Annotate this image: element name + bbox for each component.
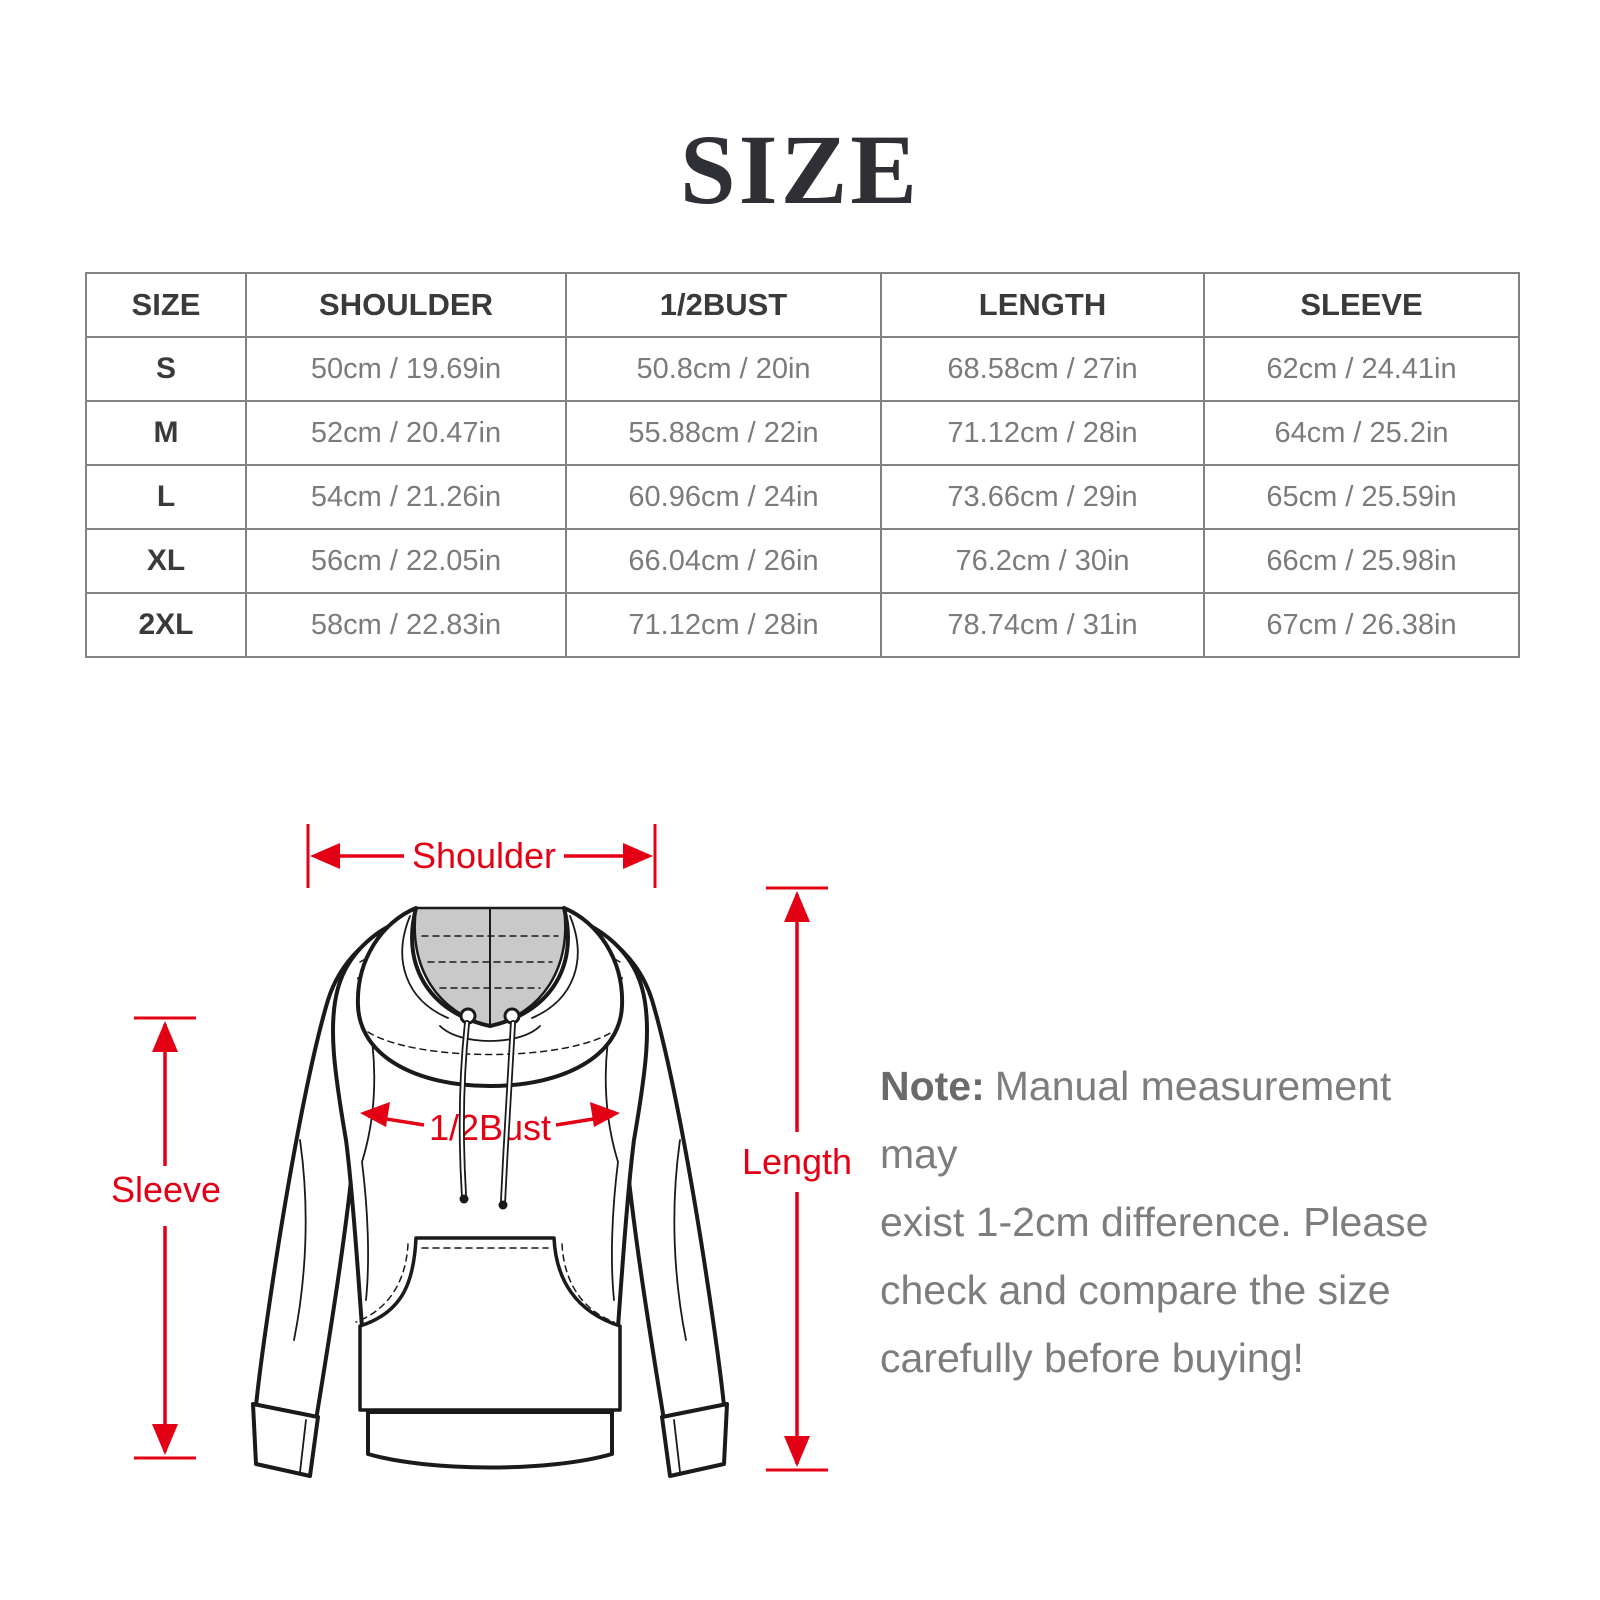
row-label: XL bbox=[85, 528, 247, 594]
row-label: S bbox=[85, 336, 247, 402]
table-cell: 71.12cm / 28in bbox=[880, 400, 1205, 466]
pocket-stitch-left bbox=[355, 1243, 409, 1323]
table-cell: 73.66cm / 29in bbox=[880, 464, 1205, 530]
table-cell: 76.2cm / 30in bbox=[880, 528, 1205, 594]
note-line-text: carefully before buying! bbox=[880, 1335, 1304, 1381]
left-cuff bbox=[251, 1402, 320, 1478]
note-line-text: exist 1-2cm difference. Please bbox=[880, 1199, 1429, 1245]
shoulder-arrow-label: Shoulder bbox=[412, 835, 556, 876]
col-header-sleeve: SLEEVE bbox=[1203, 272, 1520, 338]
table-row: M 52cm / 20.47in 55.88cm / 22in 71.12cm … bbox=[85, 400, 1520, 466]
bust-arrow: 1/2Bust bbox=[360, 1102, 620, 1148]
table-row: L 54cm / 21.26in 60.96cm / 24in 73.66cm … bbox=[85, 464, 1520, 530]
drawstrings bbox=[458, 1020, 516, 1210]
collar-fold-right bbox=[531, 915, 579, 1019]
table-cell: 62cm / 24.41in bbox=[1203, 336, 1520, 402]
collar-fold-left bbox=[401, 915, 449, 1019]
table-row: XL 56cm / 22.05in 66.04cm / 26in 76.2cm … bbox=[85, 528, 1520, 594]
table-cell: 66.04cm / 26in bbox=[565, 528, 882, 594]
table-header-row: SIZE SHOULDER 1/2BUST LENGTH SLEEVE bbox=[85, 272, 1520, 338]
row-label: L bbox=[85, 464, 247, 530]
length-arrowhead-top bbox=[784, 891, 810, 922]
table-cell: 50.8cm / 20in bbox=[565, 336, 882, 402]
note-line-text: check and compare the size bbox=[880, 1267, 1391, 1313]
note-line: Note: Manual measurement may bbox=[880, 1052, 1480, 1188]
left-drawstring-tip bbox=[459, 1194, 469, 1204]
table-cell: 64cm / 25.2in bbox=[1203, 400, 1520, 466]
sleeve-arrowhead-bottom bbox=[152, 1424, 178, 1455]
bust-arrowhead-right bbox=[590, 1102, 620, 1127]
cowl-collar bbox=[355, 906, 625, 1088]
col-header-shoulder: SHOULDER bbox=[245, 272, 567, 338]
pocket bbox=[358, 1236, 622, 1412]
shoulder-arrow: Shoulder bbox=[306, 824, 657, 888]
table-cell: 55.88cm / 22in bbox=[565, 400, 882, 466]
table-cell: 66cm / 25.98in bbox=[1203, 528, 1520, 594]
pocket-stitch-right bbox=[561, 1243, 615, 1323]
table-cell: 50cm / 19.69in bbox=[245, 336, 567, 402]
table-row: 2XL 58cm / 22.83in 71.12cm / 28in 78.74c… bbox=[85, 592, 1520, 658]
bust-arrow-label: 1/2Bust bbox=[429, 1107, 551, 1148]
collar-fold-bottom bbox=[439, 1025, 541, 1042]
row-label: 2XL bbox=[85, 592, 247, 658]
left-drawstring-inner bbox=[460, 1021, 469, 1198]
shoulder-arrowhead-right bbox=[623, 843, 653, 869]
page-title: SIZE bbox=[680, 114, 920, 225]
note-line-text: Manual measurement may bbox=[880, 1063, 1392, 1177]
row-label: M bbox=[85, 400, 247, 466]
shoulder-arrowhead-left bbox=[310, 843, 340, 869]
right-cuff bbox=[660, 1402, 729, 1478]
table-cell: 67cm / 26.38in bbox=[1203, 592, 1520, 658]
table-cell: 68.58cm / 27in bbox=[880, 336, 1205, 402]
table-row: S 50cm / 19.69in 50.8cm / 20in 68.58cm /… bbox=[85, 336, 1520, 402]
length-arrow: Length bbox=[742, 886, 852, 1472]
bust-arrowhead-left bbox=[360, 1102, 390, 1127]
hoodie-measurement-diagram: 1/2Bust Shoulder bbox=[111, 824, 852, 1478]
table-cell: 78.74cm / 31in bbox=[880, 592, 1205, 658]
right-drawstring-tip bbox=[498, 1200, 508, 1210]
hem-band bbox=[366, 1410, 614, 1470]
table-cell: 60.96cm / 24in bbox=[565, 464, 882, 530]
right-drawstring-inner bbox=[501, 1021, 515, 1204]
table-cell: 65cm / 25.59in bbox=[1203, 464, 1520, 530]
table-cell: 52cm / 20.47in bbox=[245, 400, 567, 466]
left-cuff-line bbox=[299, 1419, 307, 1473]
table-cell: 58cm / 22.83in bbox=[245, 592, 567, 658]
col-header-bust: 1/2BUST bbox=[565, 272, 882, 338]
note: Note: Manual measurement may exist 1-2cm … bbox=[880, 1052, 1480, 1392]
left-sleeve-fold bbox=[293, 1139, 307, 1341]
sleeve-arrow-label: Sleeve bbox=[111, 1169, 221, 1210]
right-cuff-line bbox=[673, 1419, 681, 1473]
sleeve-arrow: Sleeve bbox=[111, 1016, 221, 1460]
length-arrowhead-bottom bbox=[784, 1436, 810, 1467]
col-header-size: SIZE bbox=[85, 272, 247, 338]
hoodie-drawing bbox=[251, 906, 729, 1478]
table-cell: 71.12cm / 28in bbox=[565, 592, 882, 658]
length-arrow-label: Length bbox=[742, 1141, 852, 1182]
col-header-length: LENGTH bbox=[880, 272, 1205, 338]
table-cell: 54cm / 21.26in bbox=[245, 464, 567, 530]
sleeve-arrowhead-top bbox=[152, 1021, 178, 1052]
size-table: SIZE SHOULDER 1/2BUST LENGTH SLEEVE S 50… bbox=[85, 272, 1520, 658]
right-sleeve-fold bbox=[673, 1139, 687, 1341]
table-cell: 56cm / 22.05in bbox=[245, 528, 567, 594]
note-label: Note: bbox=[880, 1063, 985, 1109]
collar-stitch bbox=[367, 1031, 613, 1056]
